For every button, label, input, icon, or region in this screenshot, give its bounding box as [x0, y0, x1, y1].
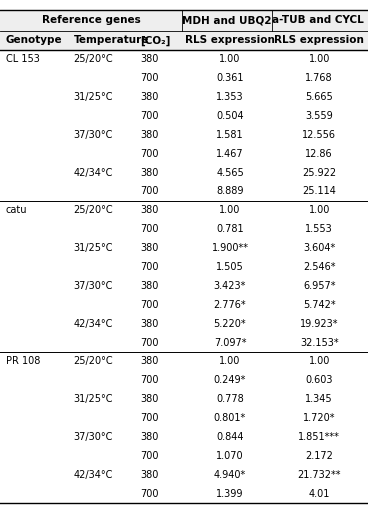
Text: 700: 700	[140, 300, 158, 310]
Text: PR 108: PR 108	[6, 357, 40, 366]
Text: 5.665: 5.665	[305, 92, 333, 102]
Text: Genotype: Genotype	[6, 35, 62, 46]
Text: 42/34°C: 42/34°C	[74, 168, 113, 177]
Text: 1.00: 1.00	[308, 357, 330, 366]
Text: 0.781: 0.781	[216, 224, 244, 234]
Text: a-TUB and CYCL: a-TUB and CYCL	[272, 15, 364, 26]
Text: 5.742*: 5.742*	[303, 300, 336, 310]
Text: 380: 380	[140, 243, 158, 253]
Text: 25.922: 25.922	[302, 168, 336, 177]
Text: 1.851***: 1.851***	[298, 432, 340, 442]
Text: 1.00: 1.00	[308, 54, 330, 64]
Text: MDH and UBQ2: MDH and UBQ2	[183, 15, 272, 26]
Text: 7.097*: 7.097*	[214, 338, 246, 347]
Text: 380: 380	[140, 470, 158, 480]
Text: 1.353: 1.353	[216, 92, 244, 102]
Text: 1.553: 1.553	[305, 224, 333, 234]
Text: 6.957*: 6.957*	[303, 281, 336, 291]
Text: 1.00: 1.00	[219, 205, 241, 215]
Text: CL 153: CL 153	[6, 54, 39, 64]
Text: 0.844: 0.844	[216, 432, 244, 442]
Text: 1.467: 1.467	[216, 149, 244, 159]
Text: 37/30°C: 37/30°C	[74, 130, 113, 140]
Text: 2.172: 2.172	[305, 451, 333, 461]
Text: 700: 700	[140, 111, 158, 121]
Text: 4.565: 4.565	[216, 168, 244, 177]
Text: 700: 700	[140, 149, 158, 159]
Text: 380: 380	[140, 319, 158, 329]
Text: 31/25°C: 31/25°C	[74, 243, 113, 253]
Text: 380: 380	[140, 205, 158, 215]
Text: 12.86: 12.86	[305, 149, 333, 159]
Text: 32.153*: 32.153*	[300, 338, 339, 347]
Text: 1.581: 1.581	[216, 130, 244, 140]
Text: 42/34°C: 42/34°C	[74, 319, 113, 329]
Text: 380: 380	[140, 357, 158, 366]
Text: 0.778: 0.778	[216, 394, 244, 404]
Text: 1.345: 1.345	[305, 394, 333, 404]
Text: 3.604*: 3.604*	[303, 243, 335, 253]
Text: 19.923*: 19.923*	[300, 319, 339, 329]
Text: 1.070: 1.070	[216, 451, 244, 461]
Text: 380: 380	[140, 92, 158, 102]
Bar	[0, 10, 368, 31]
Text: 2.546*: 2.546*	[303, 262, 336, 272]
Text: 8.889: 8.889	[216, 186, 244, 196]
Text: 1.505: 1.505	[216, 262, 244, 272]
Text: 1.900**: 1.900**	[212, 243, 248, 253]
Text: 0.603: 0.603	[305, 376, 333, 385]
Text: 1.00: 1.00	[219, 54, 241, 64]
Text: Reference genes: Reference genes	[42, 15, 141, 26]
Text: 42/34°C: 42/34°C	[74, 470, 113, 480]
Text: 3.423*: 3.423*	[214, 281, 246, 291]
Bar	[0, 31, 368, 50]
Text: 700: 700	[140, 488, 158, 499]
Text: 700: 700	[140, 262, 158, 272]
Text: 25/20°C: 25/20°C	[74, 357, 113, 366]
Text: 700: 700	[140, 186, 158, 196]
Text: 25/20°C: 25/20°C	[74, 205, 113, 215]
Text: 37/30°C: 37/30°C	[74, 432, 113, 442]
Text: [CO₂]: [CO₂]	[140, 35, 170, 46]
Text: 1.00: 1.00	[219, 357, 241, 366]
Text: RLS expression: RLS expression	[185, 35, 275, 46]
Text: 3.559: 3.559	[305, 111, 333, 121]
Text: 25/20°C: 25/20°C	[74, 54, 113, 64]
Text: 0.249*: 0.249*	[214, 376, 246, 385]
Text: 1.768: 1.768	[305, 73, 333, 83]
Text: 380: 380	[140, 432, 158, 442]
Text: 31/25°C: 31/25°C	[74, 394, 113, 404]
Text: 0.801*: 0.801*	[214, 413, 246, 423]
Text: 0.361: 0.361	[216, 73, 244, 83]
Text: 31/25°C: 31/25°C	[74, 92, 113, 102]
Text: 380: 380	[140, 281, 158, 291]
Text: 12.556: 12.556	[302, 130, 336, 140]
Text: 1.720*: 1.720*	[303, 413, 336, 423]
Text: 700: 700	[140, 338, 158, 347]
Text: 1.399: 1.399	[216, 488, 244, 499]
Text: 4.940*: 4.940*	[214, 470, 246, 480]
Text: 700: 700	[140, 376, 158, 385]
Text: 2.776*: 2.776*	[214, 300, 246, 310]
Text: 4.01: 4.01	[308, 488, 330, 499]
Text: 37/30°C: 37/30°C	[74, 281, 113, 291]
Text: 21.732**: 21.732**	[297, 470, 341, 480]
Text: Temperature: Temperature	[74, 35, 149, 46]
Text: catu: catu	[6, 205, 27, 215]
Text: 25.114: 25.114	[302, 186, 336, 196]
Text: 380: 380	[140, 168, 158, 177]
Text: 700: 700	[140, 451, 158, 461]
Text: 380: 380	[140, 394, 158, 404]
Text: RLS expression: RLS expression	[274, 35, 364, 46]
Text: 380: 380	[140, 54, 158, 64]
Text: 700: 700	[140, 224, 158, 234]
Text: 380: 380	[140, 130, 158, 140]
Text: 0.504: 0.504	[216, 111, 244, 121]
Text: 5.220*: 5.220*	[214, 319, 246, 329]
Text: 1.00: 1.00	[308, 205, 330, 215]
Text: 700: 700	[140, 413, 158, 423]
Text: 700: 700	[140, 73, 158, 83]
